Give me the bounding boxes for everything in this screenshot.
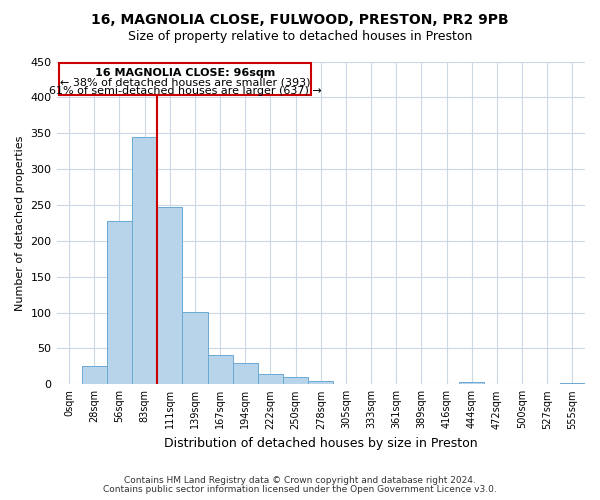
Bar	[132, 137, 157, 384]
Bar	[157, 207, 182, 384]
Text: 61% of semi-detached houses are larger (637) →: 61% of semi-detached houses are larger (…	[49, 86, 321, 96]
Bar	[233, 363, 258, 384]
Bar	[107, 221, 132, 384]
Text: Size of property relative to detached houses in Preston: Size of property relative to detached ho…	[128, 30, 472, 43]
Bar	[208, 355, 233, 384]
Text: Contains HM Land Registry data © Crown copyright and database right 2024.: Contains HM Land Registry data © Crown c…	[124, 476, 476, 485]
Bar	[283, 377, 308, 384]
Bar	[182, 312, 208, 384]
Bar	[82, 366, 107, 384]
Text: Contains public sector information licensed under the Open Government Licence v3: Contains public sector information licen…	[103, 484, 497, 494]
X-axis label: Distribution of detached houses by size in Preston: Distribution of detached houses by size …	[164, 437, 478, 450]
Bar	[560, 383, 585, 384]
Text: 16 MAGNOLIA CLOSE: 96sqm: 16 MAGNOLIA CLOSE: 96sqm	[95, 68, 275, 78]
FancyBboxPatch shape	[59, 63, 311, 95]
Text: 16, MAGNOLIA CLOSE, FULWOOD, PRESTON, PR2 9PB: 16, MAGNOLIA CLOSE, FULWOOD, PRESTON, PR…	[91, 12, 509, 26]
Bar	[258, 374, 283, 384]
Text: ← 38% of detached houses are smaller (393): ← 38% of detached houses are smaller (39…	[59, 78, 310, 88]
Y-axis label: Number of detached properties: Number of detached properties	[15, 135, 25, 310]
Bar	[459, 382, 484, 384]
Bar	[308, 380, 334, 384]
